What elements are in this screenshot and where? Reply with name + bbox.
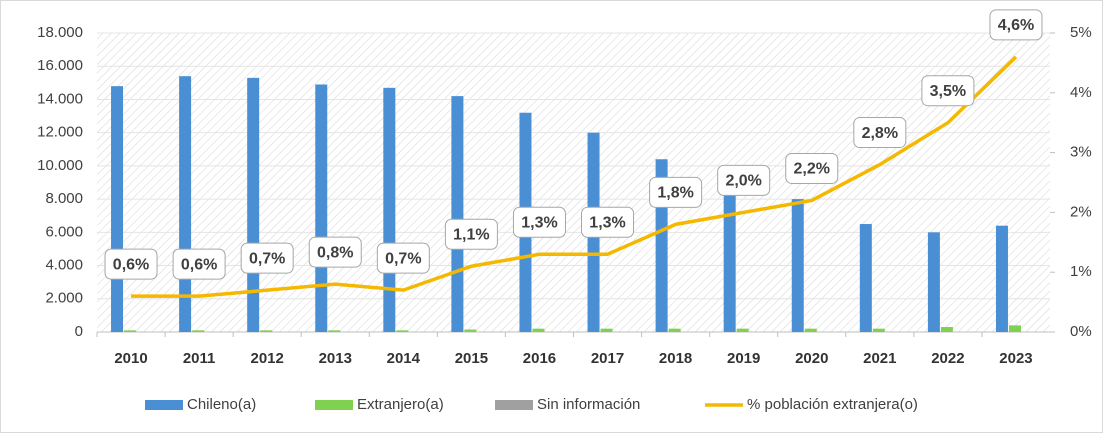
x-tick-label: 2010 [114,350,147,367]
y2-tick-label: 5% [1070,24,1092,41]
bar [451,96,464,332]
x-tick-label: 2019 [727,350,760,367]
bar [668,328,681,332]
x-tick-label: 2011 [183,350,216,367]
data-label-box [717,164,771,196]
data-label: 1,3% [521,214,557,231]
data-label: 1,3% [589,214,625,231]
bar [111,86,124,333]
data-label: 1,1% [453,226,489,243]
y-tick-label: 12.000 [37,124,83,141]
bar [532,328,545,332]
data-label-box [240,242,294,274]
x-tick-label: 2021 [863,350,896,367]
data-label: 2,0% [725,173,761,190]
bar [192,330,205,332]
bar [328,330,341,332]
y-tick-label: 4.000 [45,257,83,274]
data-label: 0,7% [385,250,421,267]
y-tick-label: 8.000 [45,190,83,207]
legend-swatch [495,400,533,410]
x-tick-label: 2016 [523,350,556,367]
bar [723,190,736,332]
data-label-box [104,248,158,280]
y2-tick-label: 2% [1070,203,1092,220]
bar [179,76,192,332]
data-label-box [921,75,975,107]
bar [791,199,804,332]
data-label-box [785,152,839,184]
x-tick-label: 2018 [659,350,692,367]
legend-label: Chileno(a) [187,396,256,413]
bar [859,224,872,332]
bar [124,330,137,332]
y2-tick-label: 1% [1070,263,1092,280]
data-label: 0,8% [317,244,353,261]
data-label-box [376,242,430,274]
x-tick-label: 2023 [999,350,1032,367]
x-tick-label: 2017 [591,350,624,367]
y2-tick-label: 0% [1070,323,1092,340]
x-tick-label: 2020 [795,350,828,367]
data-label: 4,6% [998,17,1034,34]
bar [736,328,749,332]
x-tick-label: 2015 [455,350,488,367]
y-tick-label: 0 [75,323,83,340]
y-tick-label: 14.000 [37,90,83,107]
y-tick-label: 18.000 [37,24,83,41]
y2-tick-label: 3% [1070,144,1092,161]
data-label-box [172,248,226,280]
data-label: 0,6% [181,256,217,273]
bar [396,330,409,332]
legend-label: Extranjero(a) [357,396,444,413]
bar [927,232,940,332]
y-tick-label: 16.000 [37,57,83,74]
y-tick-label: 2.000 [45,290,83,307]
data-label-box [649,176,703,208]
bar [260,330,273,332]
y2-tick-label: 4% [1070,84,1092,101]
bar [804,328,817,332]
data-label-box [989,9,1043,41]
data-label-box [444,218,498,250]
x-tick-label: 2012 [250,350,283,367]
data-label: 1,8% [657,185,693,202]
data-label-box [853,117,907,149]
bar [940,327,953,332]
data-label-box [308,236,362,268]
bar [315,84,328,332]
bar [383,87,396,332]
line-series [131,55,1018,298]
data-label: 2,8% [862,125,898,142]
legend-label: % población extranjera(o) [747,396,918,413]
bar [1008,325,1021,332]
bar [872,328,885,332]
bar [995,225,1008,332]
data-label: 2,2% [794,161,830,178]
bar [600,328,613,332]
y-tick-label: 6.000 [45,223,83,240]
plot-area [97,33,1050,332]
bar [247,77,260,332]
data-label: 0,6% [113,256,149,273]
legend-swatch [145,400,183,410]
bar [464,329,477,332]
data-label-box [512,206,566,238]
legend-swatch [315,400,353,410]
x-tick-label: 2013 [319,350,352,367]
data-label: 3,5% [930,83,966,100]
y-tick-label: 10.000 [37,157,83,174]
x-tick-label: 2014 [387,350,421,367]
data-label-box [581,206,635,238]
data-label: 0,7% [249,250,285,267]
legend-label: Sin información [537,396,640,413]
x-tick-label: 2022 [931,350,964,367]
